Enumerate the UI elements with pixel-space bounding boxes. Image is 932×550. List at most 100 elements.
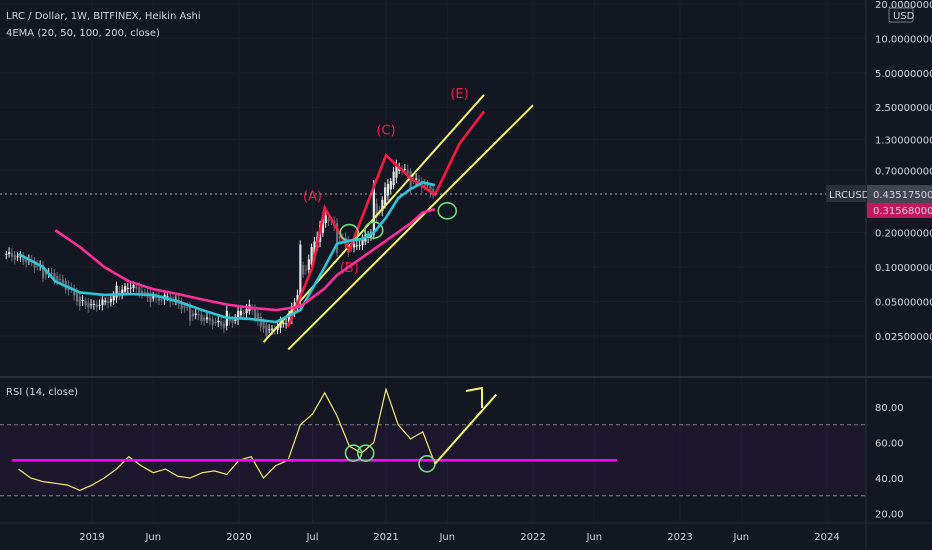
- candle-body: [186, 306, 189, 308]
- price-tick-label: 20.00000000: [875, 0, 932, 11]
- candle-body: [112, 294, 115, 301]
- candle-body: [149, 294, 152, 303]
- candle-body: [259, 316, 262, 327]
- symbol-tag: LRCUSD: [829, 190, 870, 201]
- candle-body: [287, 315, 291, 324]
- candle-body: [107, 301, 110, 304]
- last-price-tag: 0.43517500: [873, 190, 932, 201]
- rsi-tick-label: 20.00: [875, 510, 904, 521]
- candle-body: [44, 271, 48, 275]
- price-tick-label: 0.05000000: [875, 297, 932, 308]
- candle-body: [152, 295, 155, 299]
- level-tag-bg: [867, 202, 932, 218]
- candle-body: [282, 322, 285, 325]
- candle-body: [200, 314, 203, 322]
- candle-body: [10, 253, 14, 257]
- candle-body: [285, 323, 288, 325]
- time-tick-label: 2023: [667, 532, 692, 543]
- price-grid: [0, 0, 866, 522]
- rsi-touch-circle: [356, 444, 375, 462]
- candle-body: [299, 244, 302, 301]
- candle-body: [265, 325, 268, 336]
- candle-body: [160, 299, 163, 301]
- candle-body: [42, 265, 45, 279]
- currency-badge-label: USD: [893, 11, 915, 22]
- wave-label: (A): [303, 190, 322, 205]
- ema-line-2: [54, 208, 436, 312]
- candle-body: [180, 302, 183, 310]
- candle-body: [138, 287, 141, 295]
- candle-body: [386, 184, 390, 196]
- chart-title: LRC / Dollar, 1W, BITFINEX, Heikin Ashi: [6, 11, 201, 22]
- candle-body: [36, 264, 39, 267]
- candle-body: [242, 312, 245, 314]
- trend-drawings: (A) (B) (C) (E): [262, 87, 534, 351]
- price-tick-label: 2.50000000: [875, 103, 932, 114]
- price-tick-label: 5.00000000: [875, 69, 932, 80]
- wave-label: (E): [450, 87, 468, 102]
- candle-body: [115, 285, 118, 298]
- candle-body: [56, 276, 59, 282]
- candle-body: [417, 179, 421, 184]
- wave-projection-path: [286, 110, 486, 328]
- candle-body: [8, 252, 11, 254]
- candle-body: [403, 169, 407, 171]
- candle-body: [16, 256, 19, 258]
- candle-body: [84, 300, 87, 306]
- candle-body: [384, 187, 387, 206]
- currency-badge: USD: [888, 7, 915, 23]
- candle-body: [90, 304, 93, 306]
- candle-body: [98, 304, 101, 306]
- time-tick-label: 2020: [226, 532, 251, 543]
- time-tick-label: Jun: [438, 532, 455, 543]
- candle-body: [19, 256, 22, 258]
- candle-body: [183, 305, 186, 308]
- candle-body: [203, 317, 206, 321]
- candle-body: [310, 246, 313, 265]
- candle-body: [395, 164, 398, 178]
- candle-body: [321, 215, 325, 233]
- candle-body: [194, 313, 197, 315]
- candle-body: [220, 321, 223, 326]
- candle-body: [336, 223, 339, 253]
- symbol-tag-bg: [826, 185, 866, 203]
- candle-body: [392, 171, 395, 186]
- candle-body: [352, 243, 356, 248]
- candle-body: [50, 273, 53, 275]
- candle-body: [191, 313, 195, 317]
- candle-body: [415, 178, 418, 180]
- candle-body: [338, 235, 342, 239]
- candle-body: [222, 323, 226, 329]
- candle-body: [143, 291, 146, 293]
- candle-body: [129, 287, 132, 289]
- rsi-tick-label: 60.00: [875, 439, 904, 450]
- candle-body: [208, 318, 211, 321]
- time-tick-label: Jul: [305, 532, 318, 543]
- touch-circle: [437, 202, 458, 220]
- price-tick-label: 0.20000000: [875, 229, 932, 240]
- time-tick-label: Jun: [585, 532, 602, 543]
- candle-body: [5, 253, 8, 255]
- candle-body: [104, 300, 107, 303]
- candle-body: [214, 321, 217, 323]
- indicator-legend: 4EMA (20, 50, 100, 200, close): [6, 28, 160, 39]
- candle-body: [61, 279, 64, 283]
- time-tick-label: 2021: [373, 532, 398, 543]
- candle-body: [123, 286, 127, 292]
- rsi-arrow-head: [465, 386, 483, 408]
- candle-body: [313, 241, 316, 255]
- rsi-tick-label: 80.00: [875, 403, 904, 414]
- candle-body: [109, 298, 113, 303]
- currency-badge-frame: [888, 7, 914, 23]
- candle-body: [87, 302, 90, 308]
- candle-body: [270, 328, 274, 330]
- candle-body: [132, 285, 135, 288]
- candle-body: [53, 273, 56, 280]
- candle-body: [375, 203, 378, 218]
- candle-body: [155, 296, 158, 298]
- candle-body: [75, 291, 79, 302]
- candle-body: [276, 326, 279, 330]
- candle-body: [95, 304, 98, 308]
